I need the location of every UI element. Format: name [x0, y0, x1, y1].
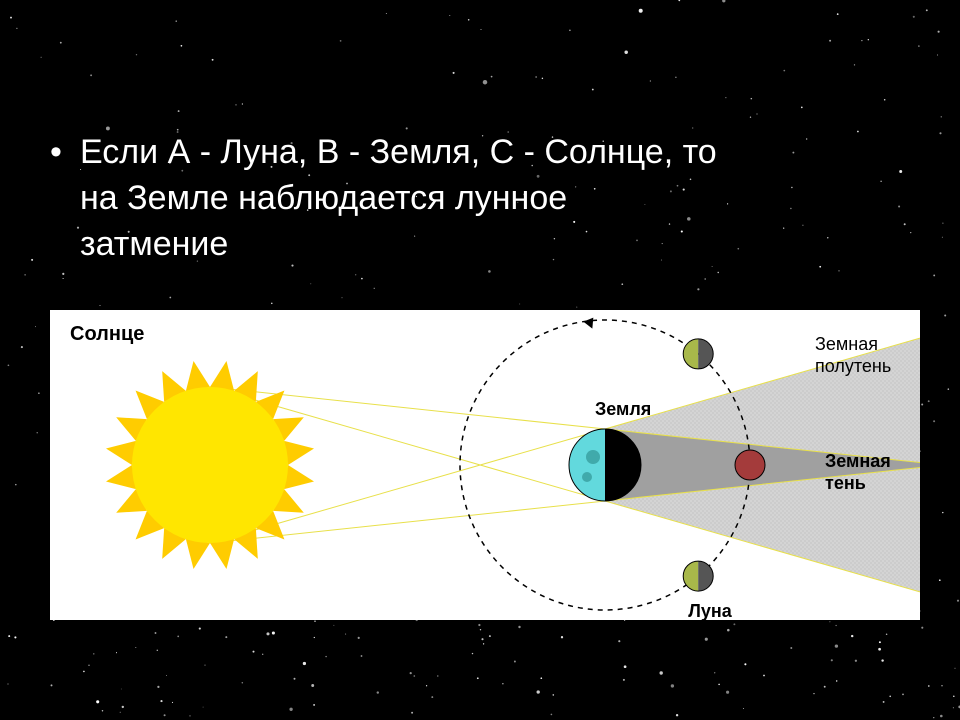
label-umbra: Земная [825, 451, 891, 471]
label-moon: Луна [688, 601, 733, 620]
bullet-line-1: Если А - Луна, В - Земля, С - Солнце, то [80, 133, 717, 171]
svg-text:тень: тень [825, 473, 866, 493]
label-penumbra: Земная [815, 334, 878, 354]
label-sun: Солнце [70, 323, 144, 345]
eclipse-diagram: СолнцеЗемляЗемнаяполутеньЗемнаятеньЛуна [50, 310, 920, 620]
slide-stage: Если А - Луна, В - Земля, С - Солнце, то… [0, 0, 960, 720]
bullet-line-3: затмение [80, 225, 228, 263]
svg-text:полутень: полутень [815, 356, 891, 376]
label-earth: Земля [595, 399, 651, 419]
bullet-line-2: на Земле наблюдается лунное [80, 179, 567, 217]
bullet-text: Если А - Луна, В - Земля, С - Солнце, то… [80, 130, 880, 268]
